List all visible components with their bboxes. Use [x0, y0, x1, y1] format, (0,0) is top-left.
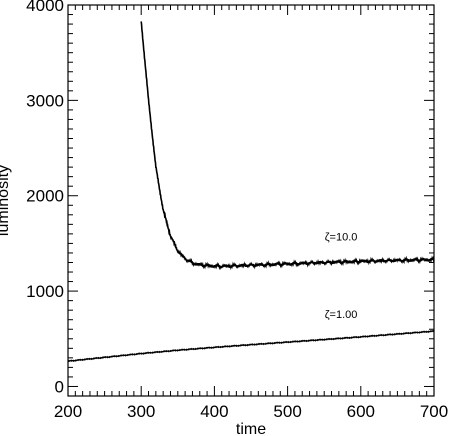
x-tick-label: 300: [127, 402, 155, 421]
x-tick-labels: 200 300 400 500 600 700: [54, 402, 448, 421]
x-tick-label: 700: [420, 402, 448, 421]
y-tick-labels: 0 1000 2000 3000 4000: [26, 0, 64, 396]
series-annotation: ζ=10.0: [325, 232, 358, 244]
y-axis-title: luminosity: [0, 165, 12, 236]
series-annotation: ζ=1.00: [325, 309, 358, 321]
series-lines: [67, 21, 435, 363]
x-tick-label: 500: [273, 402, 301, 421]
series-annotations: ζ=10.0 ζ=1.00: [325, 232, 358, 321]
y-tick-label: 3000: [26, 91, 64, 110]
y-tick-label: 0: [55, 377, 64, 396]
y-tick-label: 1000: [26, 282, 64, 301]
y-tick-label: 2000: [26, 187, 64, 206]
plot-frame: [67, 4, 435, 397]
x-tick-label: 600: [347, 402, 375, 421]
x-axis-title: time: [236, 421, 266, 436]
series-line: [140, 21, 435, 271]
x-tick-label: 400: [200, 402, 228, 421]
y-tick-label: 4000: [26, 0, 64, 15]
series-line: [67, 329, 435, 363]
x-tick-label: 200: [54, 402, 82, 421]
axis-ticks: [67, 4, 435, 396]
